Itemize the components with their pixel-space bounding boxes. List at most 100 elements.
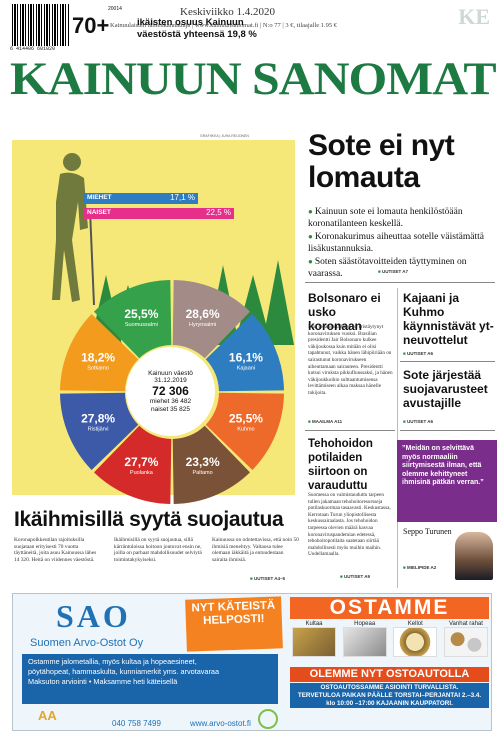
column-rule	[397, 288, 398, 588]
pie-slice-hyrynsalmi	[172, 280, 250, 359]
ad-service-line: Ostamme jalometallia, myös kultaa ja hop…	[28, 657, 197, 666]
item-coins: Vanhat rahat	[443, 621, 488, 657]
pie-center-total: 72 306	[152, 383, 189, 398]
bolsonaro-ref: MAAILMA A11	[308, 419, 342, 424]
info-line: klo 10:00 –17:00 KAJAANIN KAUPPATORI.	[326, 699, 453, 707]
pie-value-label: 25,5%	[229, 412, 263, 426]
bolsonaro-text: Maa toisessa jälkeen on eristäytynyt kor…	[308, 324, 393, 396]
item-label: Vanhat rahat	[449, 621, 483, 627]
tehohoito-ref: UUTISET A9	[340, 574, 370, 579]
pie-value-label: 16,1%	[229, 350, 263, 364]
ad-service-list: Ostamme jalometallia, myös kultaa ja hop…	[22, 654, 278, 704]
pie-name-label: Paltamo	[193, 470, 213, 476]
kajaani-headline[interactable]: Kajaani ja Kuhmo käynnistävät yt-neuvott…	[403, 291, 494, 347]
ad-service-line: pöytähopeat, hammaskulta, kunniamerkit y…	[28, 666, 220, 676]
lead-bullet: Soten säästötavoitteiden täyttyminen on …	[308, 256, 493, 280]
pie-name-label: Ristijärvi	[88, 427, 109, 433]
info-line: OSTOAUTOSSAMME ASIOINTI TURVALLISTA.	[320, 684, 459, 691]
cash-banner: NYT KÄTEISTÄ HELPOSTI!	[185, 596, 283, 652]
pie-value-label: 28,6%	[186, 307, 220, 321]
pie-slice-ristijärvi	[60, 392, 139, 470]
pie-name-label: Sotkamo	[87, 365, 109, 371]
sao-company: Suomen Arvo-Ostot Oy	[30, 637, 144, 649]
bottom-col2: Ikäihmisillä on syytä suojautua, sillä k…	[114, 537, 202, 563]
elderly-walker-illustration	[52, 153, 95, 306]
silver-image	[342, 627, 387, 657]
ad-phone[interactable]: 040 758 7499	[112, 719, 161, 728]
eco-badge-icon	[258, 709, 278, 729]
pie-center-women: naiset 35 825	[150, 405, 191, 413]
tehohoito-text: Suomessa on valmistauduttu tarpeen tulle…	[308, 492, 391, 558]
pie-center-men: miehet 36 482	[149, 398, 192, 406]
pie-value-label: 27,8%	[81, 412, 115, 426]
divider	[305, 282, 495, 283]
men-bar-value: 17,1 %	[170, 193, 195, 202]
kajaani-ref: UUTISET A6	[403, 351, 433, 356]
tree-shape	[262, 260, 294, 345]
item-label: Kultaa	[305, 621, 323, 627]
ostamme-banner: OSTAMME	[290, 597, 489, 619]
item-gold: Kultaa	[292, 621, 336, 657]
women-bar-value: 22,5 %	[206, 208, 231, 217]
watch-image	[393, 627, 438, 657]
lead-ref: UUTISET A7	[378, 269, 408, 274]
lead-bullets: Kainuun sote ei lomauta henkilöstöään ko…	[308, 206, 493, 281]
lead-bullet: Koronakurimus aiheuttaa sotelle väistämä…	[308, 231, 493, 255]
quote-box: ”Meidän on selvittävä myös normaaliin si…	[397, 440, 497, 522]
lead-bullet: Kainuun sote ei lomauta henkilöstöään ko…	[308, 206, 493, 230]
tehohoito-headline[interactable]: Tehohoidon potilaiden siirtoon on varaud…	[308, 438, 373, 492]
men-bar-label: MIEHET	[87, 194, 112, 201]
gold-image	[292, 627, 336, 657]
pie-value-label: 25,5%	[124, 307, 158, 321]
aa-badge: AA	[38, 708, 57, 723]
bottom-col1: Koronapolkkeutilan rajoituksilla suojata…	[14, 537, 97, 563]
pie-name-label: Suomussalmi	[125, 322, 158, 328]
info-line: TERVETULOA PAIKAN PÄÄLLE TORSTAI–PERJANT…	[297, 691, 482, 699]
item-silver: Hopeaa	[342, 621, 387, 657]
pie-value-label: 18,2%	[81, 350, 115, 364]
ad-website[interactable]: www.arvo-ostot.fi	[190, 719, 251, 728]
pie-name-label: Hyrynsalmi	[189, 322, 216, 328]
lead-headline[interactable]: Sote ei nyt lomauta	[308, 129, 455, 194]
divider	[400, 430, 495, 431]
item-label: Hopeaa	[354, 621, 376, 627]
pie-name-label: Puolanka	[130, 470, 154, 476]
pie-center-date: 31.12.2019	[154, 377, 187, 385]
sote-suoja-ref: UUTISET A6	[403, 419, 433, 424]
quote-author: Seppo Turunen	[403, 527, 452, 536]
pie-slice-suomussalmi	[94, 280, 172, 359]
men-bar: MIEHET 17,1 %	[83, 193, 198, 204]
sote-suoja-headline[interactable]: Sote järjestää suojavarusteet avustajill…	[403, 368, 488, 410]
pie-value-label: 23,3%	[186, 455, 220, 469]
masthead: KAINUUN SANOMAT	[10, 53, 497, 105]
pie-center-summary: Kainuun väestö 31.12.2019 72 306 miehet …	[126, 347, 215, 436]
author-photo	[455, 532, 493, 580]
pie-slice-kuhmo	[205, 392, 284, 470]
pie-slice-sotkamo	[60, 314, 139, 392]
item-label: Kellot	[407, 621, 423, 627]
issue-meta: Kainuulaisten lähienkannattaja | www.kai…	[110, 22, 337, 29]
pie-slice-paltamo	[172, 425, 250, 504]
barcode-number: 6 414406 601020	[10, 46, 56, 52]
pie-name-label: Kuhmo	[237, 427, 254, 433]
coins-image	[443, 627, 488, 657]
item-watches: Kellot	[393, 621, 438, 657]
pie-slice-puolanka	[94, 425, 172, 504]
issue-number: 20014	[108, 6, 122, 12]
ostoauto-info: OSTOAUTOSSAMME ASIOINTI TURVALLISTA. TER…	[290, 683, 489, 709]
bottom-headline[interactable]: Ikäihmisillä syytä suojautua	[14, 508, 284, 531]
issue-date: Keskiviikko 1.4.2020	[180, 6, 276, 18]
sao-logo: SAO	[56, 598, 131, 634]
ad-items: Kultaa Hopeaa Kellot Vanhat rahat	[292, 621, 488, 657]
bottom-col3: Kainuussa on odotettavissa, että noin 50…	[212, 537, 299, 563]
ostoauto-banner: OLEMME NYT OSTOAUTOLLA	[290, 667, 489, 682]
bottom-ref: UUTISET A4–5	[250, 576, 285, 581]
divider	[305, 430, 395, 431]
quote-ref: MIELIPIDE A2	[403, 565, 436, 570]
ad-service-line: Maksuton arviointi • Maksamme heti kätei…	[28, 676, 178, 686]
pie-slice-kajaani	[205, 314, 284, 392]
bolsonaro-headline[interactable]: Bolsonaro ei usko koronaan	[308, 291, 381, 333]
women-bar-label: NAISET	[87, 209, 111, 216]
population-pie-chart: 28,6%Hyrynsalmi16,1%Kajaani25,5%Kuhmo23,…	[60, 280, 284, 504]
age-headline-text: ikäisten osuus Kainuun väestöstä yhteens…	[137, 17, 257, 40]
